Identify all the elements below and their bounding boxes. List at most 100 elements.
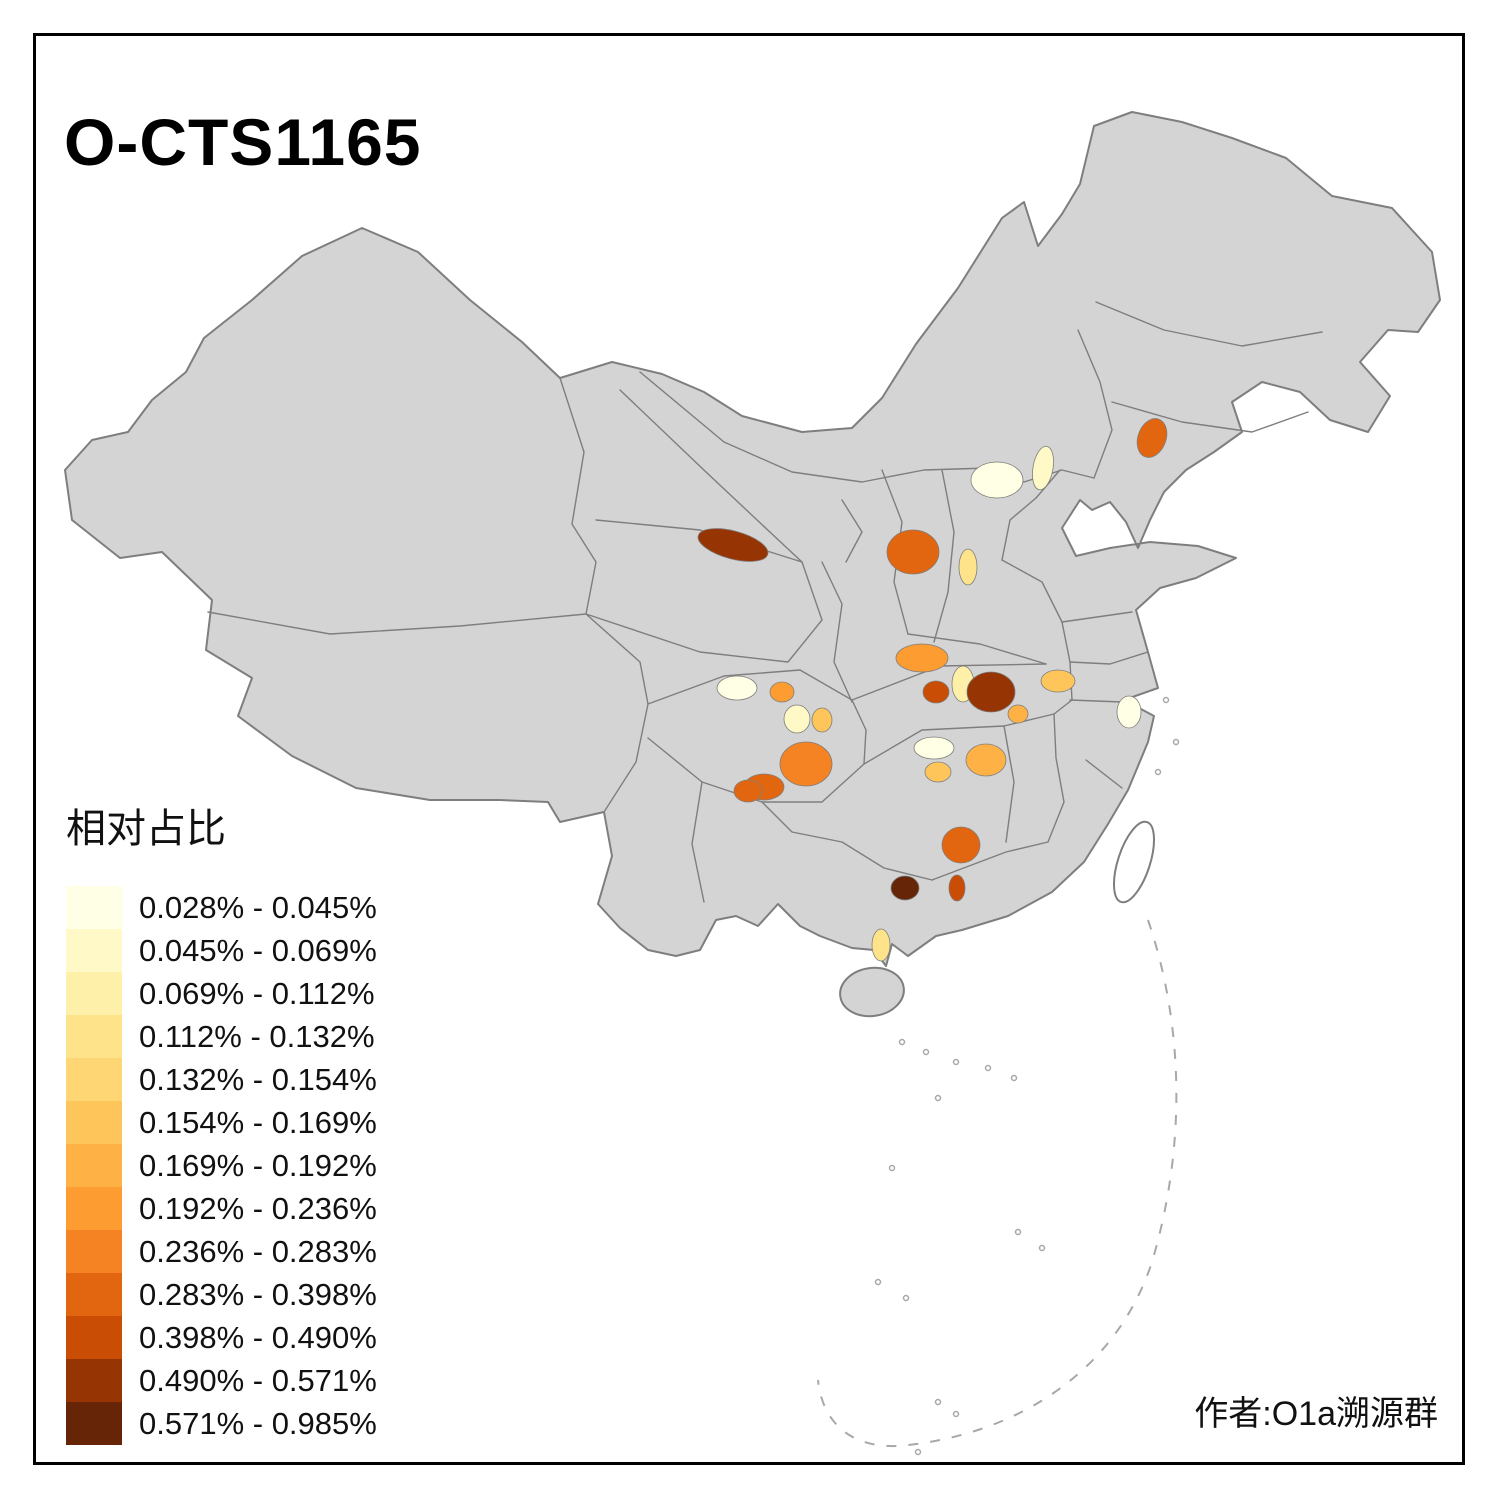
island-dot xyxy=(1014,1228,1022,1236)
highlighted-prefecture xyxy=(958,548,978,586)
province-border-line xyxy=(1111,401,1309,433)
legend-swatch xyxy=(66,1187,122,1230)
province-border-line xyxy=(821,561,853,703)
province-border-line xyxy=(207,611,587,635)
highlighted-prefecture xyxy=(886,529,940,575)
island-dot xyxy=(1154,768,1162,776)
highlighted-prefecture xyxy=(1040,669,1076,693)
legend-row: 0.169% - 0.192% xyxy=(66,1144,377,1187)
province-border-line xyxy=(761,801,933,881)
legend-swatch xyxy=(66,1359,122,1402)
island-dot xyxy=(934,1398,942,1406)
province-border-line xyxy=(1069,699,1123,703)
highlighted-prefecture xyxy=(1032,445,1054,491)
legend-row: 0.283% - 0.398% xyxy=(66,1273,377,1316)
province-border-line xyxy=(907,633,1047,665)
island-dot xyxy=(874,1278,882,1286)
legend-row: 0.069% - 0.112% xyxy=(66,972,377,1015)
legend-range-label: 0.112% - 0.132% xyxy=(139,1018,375,1054)
island-dot xyxy=(934,1094,942,1102)
highlighted-prefecture xyxy=(941,826,981,864)
island-dot xyxy=(922,1048,930,1056)
legend-title: 相对占比 xyxy=(66,807,226,851)
legend-range-label: 0.028% - 0.045% xyxy=(139,889,377,925)
legend-swatch xyxy=(66,886,122,929)
province-border-line xyxy=(559,377,597,615)
legend-swatch xyxy=(66,1402,122,1445)
island-dot xyxy=(984,1064,992,1072)
legend-row: 0.045% - 0.069% xyxy=(66,929,377,972)
legend-range-label: 0.069% - 0.112% xyxy=(139,975,375,1011)
province-border-line xyxy=(1077,329,1113,479)
highlighted-prefecture xyxy=(965,743,1007,777)
legend-swatch xyxy=(66,1316,122,1359)
highlighted-prefecture xyxy=(922,680,950,704)
legend-row: 0.398% - 0.490% xyxy=(66,1316,377,1359)
legend-swatch xyxy=(66,1144,122,1187)
highlighted-prefecture xyxy=(697,528,769,562)
small-islands xyxy=(874,696,1180,1456)
province-border-line xyxy=(1095,301,1323,347)
legend-range-label: 0.045% - 0.069% xyxy=(139,932,377,968)
legend-row: 0.028% - 0.045% xyxy=(66,886,377,929)
province-border-line xyxy=(1003,725,1015,843)
province-border-line xyxy=(841,499,863,563)
legend-range-label: 0.236% - 0.283% xyxy=(139,1233,377,1269)
legend-range-label: 0.169% - 0.192% xyxy=(139,1147,377,1183)
highlighted-prefecture xyxy=(1007,704,1029,724)
author-credit: 作者:O1a溯源群 xyxy=(1194,1395,1438,1433)
province-border-line xyxy=(1069,651,1149,665)
highlighted-prefecture xyxy=(779,741,833,787)
legend-range-label: 0.571% - 0.985% xyxy=(139,1405,377,1441)
legend-swatch xyxy=(66,929,122,972)
legend-swatch xyxy=(66,972,122,1015)
province-border-line xyxy=(851,699,867,765)
island-dot xyxy=(1038,1244,1046,1252)
legend-swatch xyxy=(66,1058,122,1101)
highlighted-prefectures-layer xyxy=(697,418,1168,962)
legend-range-label: 0.192% - 0.236% xyxy=(139,1190,377,1226)
island-dot xyxy=(898,1038,906,1046)
highlighted-prefecture xyxy=(924,761,952,783)
highlighted-prefecture xyxy=(913,736,955,760)
highlighted-prefecture xyxy=(733,779,763,803)
province-border-line xyxy=(647,669,853,705)
legend-row: 0.490% - 0.571% xyxy=(66,1359,377,1402)
highlighted-prefecture xyxy=(811,707,833,733)
province-border-line xyxy=(585,561,823,663)
highlighted-prefecture xyxy=(966,671,1016,713)
legend-row: 0.236% - 0.283% xyxy=(66,1230,377,1273)
province-border-line xyxy=(691,781,705,903)
legend-row: 0.192% - 0.236% xyxy=(66,1187,377,1230)
highlighted-prefecture xyxy=(716,675,758,701)
legend-swatch xyxy=(66,1015,122,1058)
highlighted-prefecture xyxy=(890,875,920,901)
highlighted-prefecture xyxy=(970,461,1024,499)
highlighted-prefecture xyxy=(783,704,811,734)
highlighted-prefecture xyxy=(948,874,966,902)
highlighted-prefecture xyxy=(871,928,891,962)
legend-range-label: 0.398% - 0.490% xyxy=(139,1319,377,1355)
legend: 相对占比 0.028% - 0.045% 0.045% - 0.069% 0.069… xyxy=(66,796,377,1445)
legend-swatch xyxy=(66,1101,122,1144)
legend-row: 0.154% - 0.169% xyxy=(66,1101,377,1144)
province-border-line xyxy=(933,469,955,643)
legend-range-label: 0.283% - 0.398% xyxy=(139,1276,377,1312)
plot-border xyxy=(33,33,1465,1465)
legend-swatch xyxy=(66,1273,122,1316)
island-dot xyxy=(952,1410,960,1418)
province-border-line xyxy=(863,713,1055,765)
legend-row: 0.571% - 0.985% xyxy=(66,1402,377,1445)
hainan-island xyxy=(839,966,905,1018)
island-dot xyxy=(1162,696,1170,704)
island-dot xyxy=(888,1164,896,1172)
island-dot xyxy=(952,1058,960,1066)
province-border-line xyxy=(1047,713,1065,843)
island-dot xyxy=(1010,1074,1018,1082)
legend-range-label: 0.154% - 0.169% xyxy=(139,1104,377,1140)
island-dot xyxy=(1172,738,1180,746)
island-dot xyxy=(914,1448,922,1456)
province-border-line xyxy=(619,389,803,563)
island-dot xyxy=(902,1294,910,1302)
